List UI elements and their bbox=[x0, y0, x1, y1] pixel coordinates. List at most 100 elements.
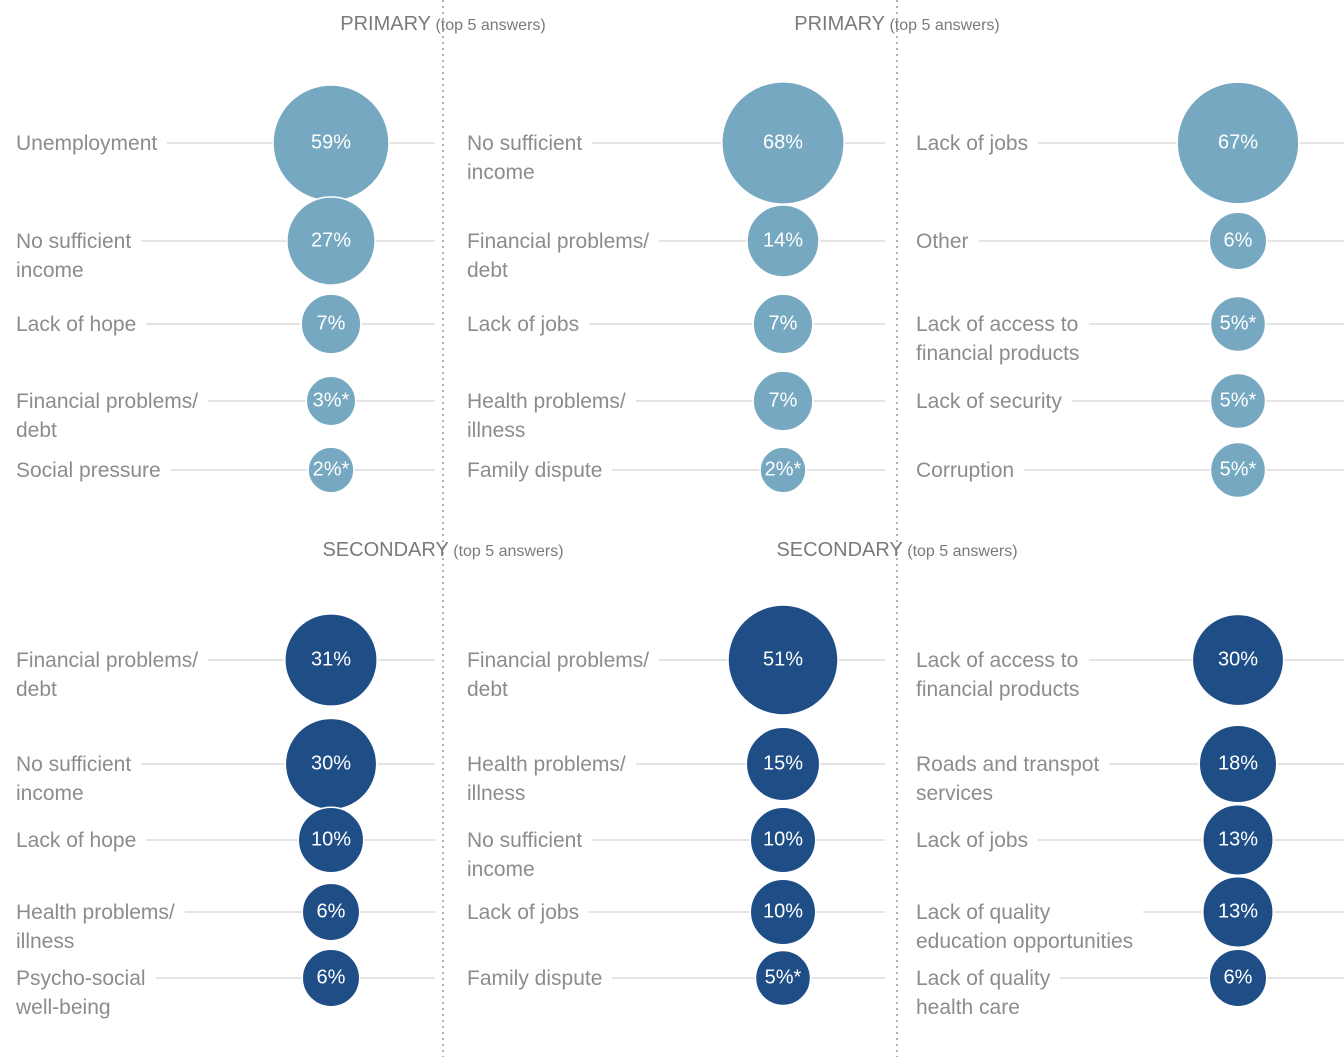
category-text: Lack of jobs bbox=[467, 313, 580, 336]
category-text: No sufficient income bbox=[16, 230, 132, 282]
chart-title: PRIMARY bbox=[340, 13, 432, 35]
category-label: Lack of jobs bbox=[916, 129, 1039, 158]
category-label: Social pressure bbox=[16, 456, 171, 485]
bubble bbox=[1208, 211, 1268, 271]
category-label: Financial problems/ debt bbox=[16, 646, 209, 704]
category-label: Unemployment bbox=[16, 129, 168, 158]
category-text: Health problems/ illness bbox=[467, 753, 626, 805]
bubble-label: 5%* bbox=[1220, 389, 1257, 411]
category-label: Lack of quality education opportunities bbox=[916, 898, 1144, 956]
bubble bbox=[745, 726, 821, 802]
category-text: Other bbox=[916, 230, 969, 253]
category-label: No sufficient income bbox=[467, 826, 593, 884]
bubble-label: 6% bbox=[317, 966, 346, 988]
category-label: Financial problems/ debt bbox=[16, 387, 209, 445]
bubble bbox=[1202, 804, 1274, 876]
bubble-label: 13% bbox=[1218, 900, 1258, 922]
chart-title: PRIMARY bbox=[794, 13, 886, 35]
category-label: Financial problems/ debt bbox=[467, 227, 660, 285]
chart-subtitle: (top 5 answers) bbox=[435, 17, 546, 34]
category-label: Lack of quality health care bbox=[916, 964, 1061, 1022]
bubble bbox=[1209, 372, 1267, 430]
chart-header: PRIMARY (top 5 answers) bbox=[697, 13, 1097, 36]
category-label: Family dispute bbox=[467, 964, 613, 993]
category-label: Lack of jobs bbox=[467, 898, 590, 927]
category-label: Roads and transpot services bbox=[916, 750, 1110, 808]
chart-title: SECONDARY bbox=[322, 539, 449, 561]
category-label: Health problems/ illness bbox=[16, 898, 185, 956]
bubble bbox=[286, 196, 376, 286]
bubble bbox=[749, 806, 817, 874]
bubble bbox=[297, 806, 365, 874]
bubble bbox=[1209, 295, 1267, 353]
category-text: Family dispute bbox=[467, 459, 603, 482]
category-text: Psycho-social well-being bbox=[16, 967, 146, 1019]
bubble-label: 3%* bbox=[313, 389, 350, 411]
bubble-label: 6% bbox=[1224, 966, 1253, 988]
category-text: Roads and transpot services bbox=[916, 753, 1100, 805]
category-text: Family dispute bbox=[467, 967, 603, 990]
category-text: Lack of quality health care bbox=[916, 967, 1051, 1019]
category-label: Lack of jobs bbox=[467, 310, 590, 339]
bubble-label: 5%* bbox=[1220, 458, 1257, 480]
chart-title: SECONDARY bbox=[776, 539, 903, 561]
category-text: Financial problems/ debt bbox=[16, 649, 199, 701]
bubble-label: 51% bbox=[763, 648, 803, 670]
category-label: Family dispute bbox=[467, 456, 613, 485]
category-text: No sufficient income bbox=[16, 753, 132, 805]
bubble-label: 30% bbox=[1218, 648, 1258, 670]
bubble bbox=[284, 613, 378, 707]
bubble bbox=[749, 878, 817, 946]
bubble-label: 59% bbox=[311, 131, 351, 153]
category-label: Health problems/ illness bbox=[467, 750, 636, 808]
bubble bbox=[754, 949, 812, 1007]
category-label: Psycho-social well-being bbox=[16, 964, 156, 1022]
bubble-label: 7% bbox=[769, 312, 798, 334]
category-label: Lack of jobs bbox=[916, 826, 1039, 855]
bubble-label: 68% bbox=[763, 131, 803, 153]
chart-subtitle: (top 5 answers) bbox=[453, 543, 564, 560]
bubble-label: 2%* bbox=[313, 458, 350, 480]
bubble bbox=[752, 293, 814, 355]
bubble-label: 10% bbox=[763, 828, 803, 850]
bubble bbox=[1208, 948, 1268, 1008]
chart-subtitle: (top 5 answers) bbox=[907, 543, 1018, 560]
chart-header: PRIMARY (top 5 answers) bbox=[243, 13, 643, 36]
bubble bbox=[1202, 876, 1274, 948]
bubble bbox=[727, 604, 839, 716]
bubble-label: 13% bbox=[1218, 828, 1258, 850]
bubble-label: 7% bbox=[769, 389, 798, 411]
bubble-label: 27% bbox=[311, 229, 351, 251]
category-text: Financial problems/ debt bbox=[467, 649, 650, 701]
category-text: Health problems/ illness bbox=[16, 901, 175, 953]
category-text: Unemployment bbox=[16, 132, 158, 155]
bubble-label: 10% bbox=[763, 900, 803, 922]
category-text: No sufficient income bbox=[467, 829, 583, 881]
category-text: Lack of quality education opportunities bbox=[916, 901, 1134, 953]
category-label: Lack of hope bbox=[16, 826, 147, 855]
bubble-label: 15% bbox=[763, 752, 803, 774]
category-label: Lack of access to financial products bbox=[916, 310, 1090, 368]
category-text: Lack of hope bbox=[16, 313, 137, 336]
chart-subtitle: (top 5 answers) bbox=[889, 17, 1000, 34]
bubble-label: 5%* bbox=[1220, 312, 1257, 334]
bubble bbox=[721, 81, 845, 205]
category-label: Health problems/ illness bbox=[467, 387, 636, 445]
category-text: Health problems/ illness bbox=[467, 390, 626, 442]
bubble-label: 2%* bbox=[765, 458, 802, 480]
category-label: Financial problems/ debt bbox=[467, 646, 660, 704]
bubble bbox=[300, 293, 362, 355]
bubble-label: 7% bbox=[317, 312, 346, 334]
bubble-label: 10% bbox=[311, 828, 351, 850]
category-label: No sufficient income bbox=[467, 129, 593, 187]
bubble-label: 5%* bbox=[765, 966, 802, 988]
category-label: Other bbox=[916, 227, 979, 256]
bubble bbox=[307, 446, 355, 494]
bubble bbox=[759, 446, 807, 494]
category-label: Lack of hope bbox=[16, 310, 147, 339]
bubble bbox=[1191, 613, 1285, 707]
category-text: Lack of access to financial products bbox=[916, 313, 1080, 365]
category-label: No sufficient income bbox=[16, 750, 142, 808]
category-label: Lack of security bbox=[916, 387, 1072, 416]
category-text: Financial problems/ debt bbox=[16, 390, 199, 442]
